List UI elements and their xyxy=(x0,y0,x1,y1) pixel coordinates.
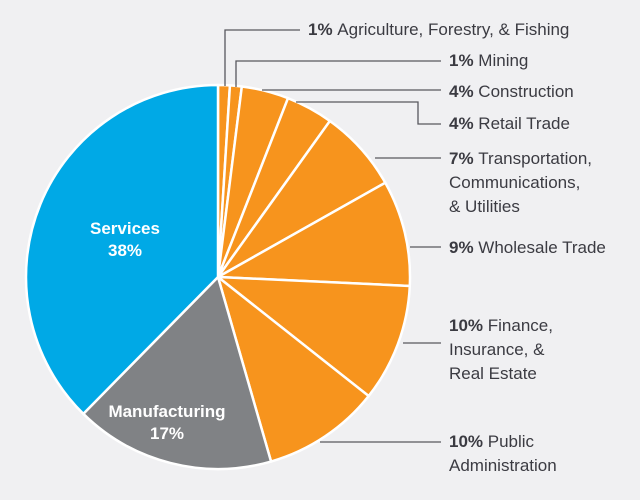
pie-slice-public-administration xyxy=(216,275,370,463)
slice-label: 10% Finance, Insurance, & Real Estate xyxy=(449,314,553,386)
slice-percent: 9% xyxy=(449,238,479,257)
slice-name: Manufacturing xyxy=(108,402,226,421)
slice-percent: 10% xyxy=(449,432,488,451)
slice-name: Insurance, & xyxy=(449,340,545,359)
slice-name: Real Estate xyxy=(449,364,537,383)
inside-label-manufacturing: Manufacturing 17% xyxy=(97,401,237,445)
slice-label: 1% Mining xyxy=(449,49,528,73)
slice-label: 7% Transportation, Communications, & Utili… xyxy=(449,147,592,219)
slice-name: Services xyxy=(90,219,160,238)
slice-name: Communications, xyxy=(449,173,581,192)
slice-name: Construction xyxy=(478,82,574,101)
pie-slice-wholesale-trade xyxy=(216,181,412,288)
slice-percent: 1% xyxy=(308,20,338,39)
slice-name: Retail Trade xyxy=(478,114,570,133)
slice-name: Transportation, xyxy=(478,149,593,168)
slice-name: Mining xyxy=(478,51,529,70)
inside-label-services: Services 38% xyxy=(55,218,195,262)
slice-percent: 4% xyxy=(449,82,479,101)
slice-percent: 10% xyxy=(449,316,488,335)
slice-name: Wholesale Trade xyxy=(478,238,606,257)
slice-name: & Utilities xyxy=(449,197,520,216)
slice-name: Agriculture, Forestry, & Fishing xyxy=(337,20,570,39)
slice-name: Administration xyxy=(449,456,557,475)
slice-percent: 4% xyxy=(449,114,479,133)
slice-percent: 1% xyxy=(449,51,479,70)
leader-line xyxy=(224,29,300,86)
slice-label: 4% Retail Trade xyxy=(449,112,570,136)
pie-slice-manufacturing xyxy=(82,275,273,471)
slice-label: 4% Construction xyxy=(449,80,574,104)
slice-name: Public xyxy=(487,432,535,451)
slice-label: 1% Agriculture, Forestry, & Fishing xyxy=(308,18,569,42)
pie-slice-finance-insurance-real-estate xyxy=(216,275,412,398)
slice-percent: 17% xyxy=(149,424,185,443)
slice-name: Finance, xyxy=(487,316,553,335)
slice-percent: 7% xyxy=(449,149,479,168)
leader-line xyxy=(296,101,441,125)
slice-percent: 38% xyxy=(107,241,143,260)
slice-label: 10% Public Administration xyxy=(449,430,557,478)
leader-line xyxy=(235,60,441,87)
slice-label: 9% Wholesale Trade xyxy=(449,236,606,260)
pie-slice-services xyxy=(24,83,220,416)
